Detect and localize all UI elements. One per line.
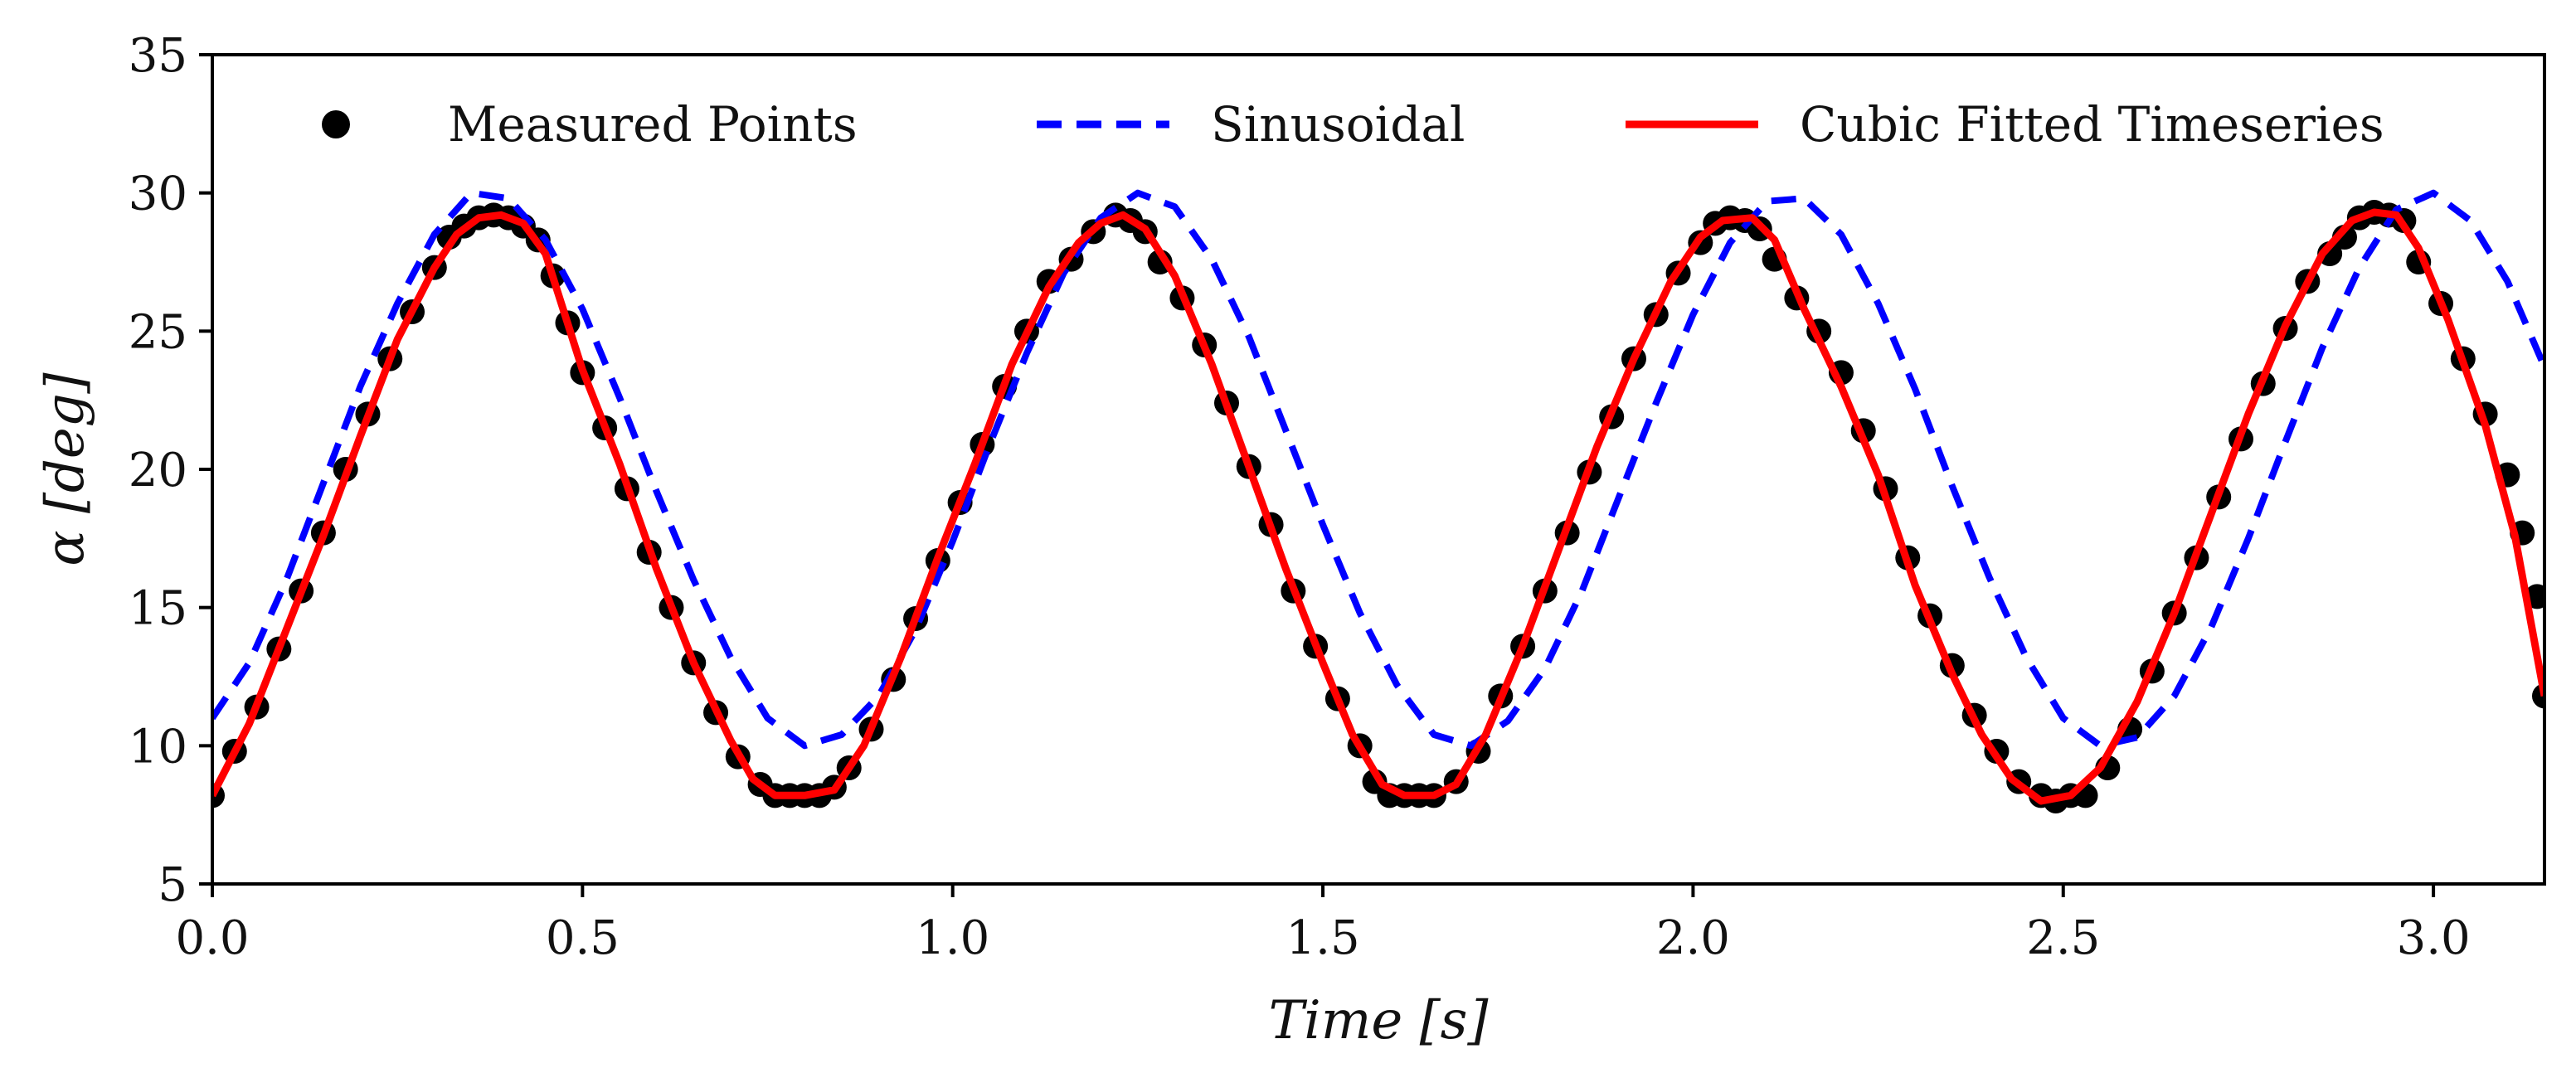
legend-label: Cubic Fitted Timeseries [1800,96,2384,153]
y-tick-label: 10 [129,720,187,774]
y-tick-label: 5 [158,858,187,912]
measured-points-group [212,200,2544,813]
plot-frame [211,53,2546,886]
cubic-fitted-line [212,208,2544,805]
legend-label: Sinusoidal [1211,96,1465,153]
x-tick-label: 0.0 [175,911,249,965]
y-tick-label: 15 [129,582,187,636]
x-tick-label: 2.5 [2026,911,2100,965]
legend-label: Measured Points [448,96,858,153]
y-tick-label: 30 [129,168,187,221]
x-tick-label: 1.5 [1286,911,1360,965]
x-axis-label: Time [s] [1269,990,1490,1051]
y-tick-label: 20 [129,444,187,498]
y-axis-label: α [deg] [35,371,96,566]
x-tick-label: 3.0 [2397,911,2471,965]
x-tick-label: 2.0 [1656,911,1730,965]
y-tick-label: 35 [129,29,187,83]
legend-marker-measured [322,110,350,138]
x-tick-label: 1.0 [916,911,989,965]
y-tick-label: 25 [129,305,187,359]
x-tick-label: 0.5 [546,911,620,965]
sinusoidal-line [212,189,2544,750]
